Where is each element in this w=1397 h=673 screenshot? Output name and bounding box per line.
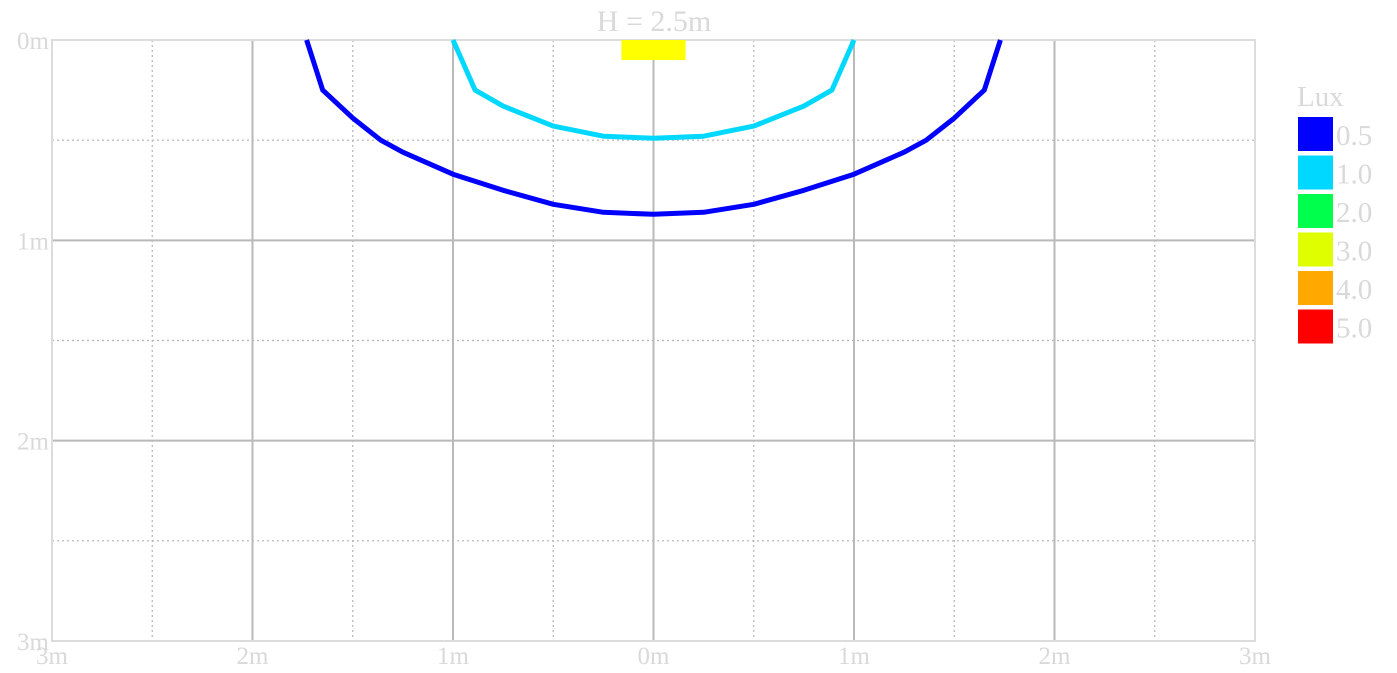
x-tick-label: 3m — [36, 643, 69, 670]
legend: Lux 0.5 1.0 2.0 3.0 4.0 5.0 — [1297, 81, 1372, 345]
legend-label: 0.5 — [1336, 120, 1372, 152]
y-tick-label: 0m — [17, 28, 50, 55]
legend-swatch — [1298, 232, 1333, 267]
y-tick-label: 3m — [17, 629, 50, 656]
legend-swatch — [1298, 271, 1333, 305]
legend-label: 2.0 — [1336, 197, 1372, 229]
x-tick-label: 1m — [838, 643, 871, 670]
legend-title: Lux — [1297, 81, 1344, 113]
y-tick-label: 1m — [17, 228, 50, 255]
luminaire — [621, 40, 686, 61]
y-tick-labels: 0m 1m 2m 3m — [17, 28, 50, 656]
x-tick-labels: 3m 2m 1m 0m 1m 2m 3m — [36, 643, 1272, 670]
x-tick-label: 2m — [237, 643, 270, 670]
legend-label: 1.0 — [1336, 159, 1372, 191]
legend-label: 3.0 — [1336, 236, 1372, 268]
chart-title: H = 2.5m — [597, 5, 711, 38]
y-tick-label: 2m — [17, 429, 50, 456]
legend-swatch — [1298, 155, 1333, 190]
x-tick-label: 1m — [437, 643, 470, 670]
x-tick-label: 0m — [638, 643, 671, 670]
x-tick-label: 2m — [1039, 643, 1072, 670]
luminaire-marker — [621, 40, 686, 61]
isolux-curves — [304, 38, 1003, 217]
isolux-curve-1 — [450, 38, 857, 141]
legend-swatch — [1298, 117, 1333, 151]
legend-swatch — [1298, 194, 1333, 228]
x-tick-label: 3m — [1239, 643, 1272, 670]
legend-swatch — [1298, 309, 1333, 344]
legend-label: 4.0 — [1336, 274, 1372, 306]
legend-label: 5.0 — [1336, 313, 1372, 345]
isolux-curve-0-5 — [304, 39, 1003, 217]
